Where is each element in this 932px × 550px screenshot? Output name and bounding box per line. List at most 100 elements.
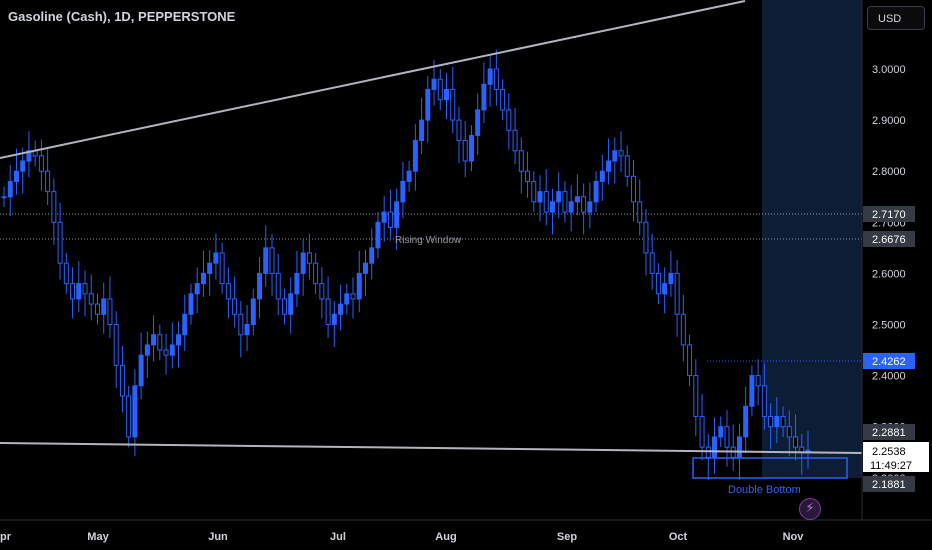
candle-body: [169, 344, 175, 356]
candle-body: [612, 150, 618, 162]
price-label-2.6676-bg: [863, 231, 915, 247]
candle-body: [94, 303, 100, 315]
candle-body: [356, 272, 362, 300]
candle-body: [562, 191, 568, 213]
candle-body: [300, 252, 306, 274]
candle-body: [761, 385, 767, 417]
candle-body: [774, 415, 780, 428]
double-bottom-box[interactable]: [692, 457, 848, 479]
candle-body: [437, 78, 443, 101]
candle-body: [468, 134, 474, 162]
candle-body: [406, 170, 412, 182]
candle-body: [487, 68, 493, 85]
candle-body: [581, 196, 587, 213]
candle-body: [649, 252, 655, 274]
candle-body: [381, 211, 387, 223]
ytick-label: 2.8000: [872, 166, 906, 178]
candle-body: [786, 426, 792, 438]
candle-body: [419, 119, 425, 142]
candle-body: [7, 180, 13, 198]
price-label-2.1881: 2.1881: [872, 479, 906, 491]
xtick-label: Aug: [435, 531, 456, 543]
price-label-2.6676: 2.6676: [872, 234, 906, 246]
candle-body: [387, 211, 393, 228]
xtick-label: Jul: [330, 531, 346, 543]
candle-body: [26, 150, 32, 162]
candle-body: [107, 298, 113, 326]
candle-body: [450, 88, 456, 121]
candle-body: [82, 283, 88, 295]
candle-body: [736, 436, 742, 458]
candle-body: [294, 272, 300, 295]
candle-body: [668, 272, 674, 285]
candle-body: [176, 334, 182, 346]
upper-trendline[interactable]: [0, 0, 746, 159]
candle-body: [587, 201, 593, 213]
candle-body: [643, 221, 649, 254]
double-bottom-label: Double Bottom: [728, 484, 801, 496]
price-label-2.7170: 2.7170: [872, 209, 906, 221]
price-label-2.1881-bg: [863, 476, 915, 492]
candle-body: [718, 426, 724, 438]
candle-body: [344, 293, 350, 305]
candle-body: [537, 191, 543, 203]
candle-body: [275, 272, 281, 300]
candle-body: [238, 313, 244, 336]
candle-body: [70, 283, 76, 300]
candle-body: [768, 415, 774, 428]
candle-body: [163, 349, 169, 356]
current-price-box: [863, 442, 929, 472]
candle-body: [144, 344, 150, 356]
candle-body: [88, 293, 94, 305]
highlight-zone: [762, 0, 862, 478]
candle-body: [232, 298, 238, 315]
current-price-label: 2.2538: [872, 446, 906, 458]
candle-body: [207, 262, 213, 274]
candle-body: [680, 313, 686, 346]
candle-body: [219, 252, 225, 285]
candle-body: [712, 436, 718, 458]
candle-body: [101, 298, 107, 315]
candle-body: [263, 247, 269, 274]
candle-body: [506, 109, 512, 131]
candle-body: [250, 298, 256, 326]
candle-body: [63, 262, 69, 285]
lower-trendline[interactable]: [0, 442, 863, 454]
xtick-label: Nov: [783, 531, 805, 543]
candle-body: [281, 298, 287, 315]
candle-body: [699, 415, 705, 448]
candle-body: [157, 334, 163, 351]
candle-body: [325, 298, 331, 326]
price-label-2.7170-bg: [863, 206, 915, 222]
xtick-label: Oct: [669, 531, 688, 543]
xtick-label: pr: [0, 531, 12, 543]
time-axis-ticks: pr May Jun Jul Aug Sep Oct Nov: [0, 531, 804, 543]
currency-button[interactable]: USD: [867, 6, 925, 30]
candle-body: [51, 191, 57, 223]
candle-body: [606, 160, 612, 172]
ytick-label: 2.6000: [872, 268, 906, 280]
time-axis[interactable]: [0, 520, 932, 550]
candle-body: [313, 262, 319, 285]
candle-body: [331, 313, 337, 325]
candle-body: [20, 160, 26, 172]
candle-body: [705, 446, 711, 458]
candle-body: [549, 201, 555, 213]
candle-body: [244, 324, 250, 336]
candle-body: [113, 324, 119, 366]
candle-body: [574, 196, 580, 203]
candle-body: [375, 221, 381, 249]
candle-body: [132, 385, 138, 438]
candle-body: [1, 196, 7, 199]
lightning-icon[interactable]: ⚡: [799, 498, 821, 520]
candle-body: [200, 272, 206, 285]
candle-body: [456, 119, 462, 142]
price-label-2.4262: 2.4262: [872, 356, 906, 368]
candle-body: [693, 375, 699, 417]
candle-body: [400, 180, 406, 203]
candle-body: [624, 155, 630, 177]
candle-body: [151, 334, 157, 346]
candle-body: [188, 293, 194, 315]
ytick-label: 2.5000: [872, 320, 906, 332]
